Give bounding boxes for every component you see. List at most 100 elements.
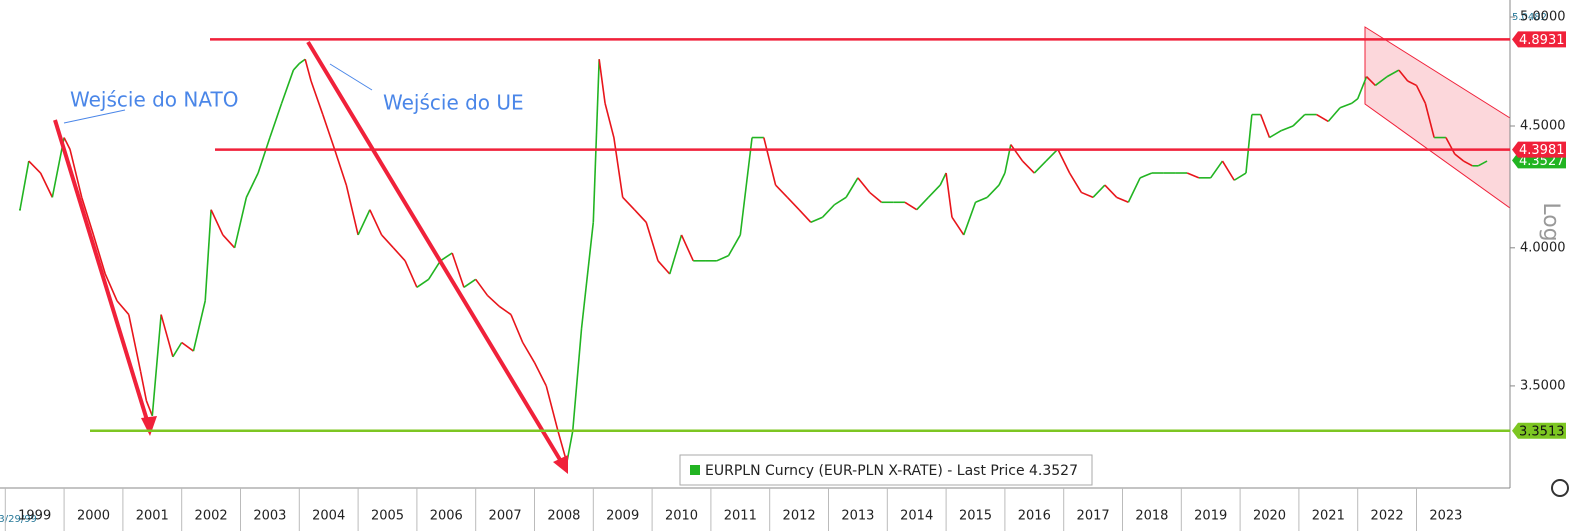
price-segment xyxy=(1339,102,1353,109)
y-tick-label: 4.5000 xyxy=(1520,118,1566,133)
price-segment xyxy=(1424,103,1435,138)
price-segment xyxy=(604,103,615,138)
price-segment xyxy=(986,184,1000,198)
price-segment xyxy=(39,172,54,198)
price-segment xyxy=(916,196,930,211)
settings-icon[interactable] xyxy=(1551,479,1569,497)
price-segment xyxy=(439,252,453,262)
price-segment xyxy=(1021,160,1035,174)
x-tick-label: 2017 xyxy=(1077,509,1110,524)
x-tick-label: 2019 xyxy=(1194,509,1227,524)
y-tick-label: 3.5000 xyxy=(1520,378,1566,393)
legend-swatch xyxy=(690,465,700,475)
price-segment xyxy=(1259,114,1271,138)
scale-label: Log xyxy=(1538,202,1563,241)
price-segment xyxy=(716,254,729,262)
price-segment xyxy=(498,305,512,316)
price-segment xyxy=(945,172,953,218)
x-tick-label: 2000 xyxy=(77,509,110,524)
price-segment xyxy=(69,149,83,198)
price-segment xyxy=(1057,148,1071,174)
price-segment xyxy=(1081,191,1094,199)
price-segment xyxy=(1210,160,1224,179)
x-tick-label: 2009 xyxy=(606,509,639,524)
level-tag-label: 3.3513 xyxy=(1519,424,1565,439)
price-segment xyxy=(1127,177,1141,203)
price-segment xyxy=(104,273,118,302)
price-segment xyxy=(1463,160,1473,167)
price-segment xyxy=(233,197,248,248)
price-segment xyxy=(172,342,183,358)
price-segment xyxy=(951,216,965,236)
price-segment xyxy=(1139,172,1153,179)
price-segment xyxy=(1045,148,1059,162)
price-segment xyxy=(1280,125,1294,132)
price-segment xyxy=(280,69,295,104)
price-segment xyxy=(522,342,536,363)
price-segment xyxy=(1269,129,1282,139)
price-segment xyxy=(80,197,95,236)
price-segment xyxy=(63,137,71,150)
price-segment xyxy=(857,177,871,193)
price-segment xyxy=(19,160,30,210)
price-segment xyxy=(181,341,194,352)
price-segment xyxy=(1386,69,1400,78)
level-tag xyxy=(1512,31,1566,48)
price-segment xyxy=(1374,75,1388,87)
x-tick-label: 2001 xyxy=(136,509,169,524)
price-segment xyxy=(1454,153,1465,162)
price-segment xyxy=(322,114,336,150)
price-segment xyxy=(369,209,383,236)
price-segment xyxy=(613,137,624,198)
plot-area xyxy=(18,58,1488,463)
price-segment xyxy=(1365,76,1376,86)
price-segment xyxy=(245,172,259,198)
price-segment xyxy=(1010,144,1024,162)
price-segment xyxy=(192,300,206,352)
price-segment xyxy=(1186,172,1200,179)
price-segment xyxy=(763,137,777,186)
price-segment xyxy=(28,160,42,174)
price-segment xyxy=(1327,107,1341,122)
x-tick-label: 2010 xyxy=(665,509,698,524)
price-segment xyxy=(533,362,547,387)
level-tag xyxy=(1512,141,1566,158)
price-segment xyxy=(92,234,107,275)
trend-arrow xyxy=(53,119,152,431)
x-tick-label: 2011 xyxy=(724,509,757,524)
annotation: Wejście do UE xyxy=(383,91,524,115)
legend: EURPLN Curncy (EUR-PLN X-RATE) - Last Pr… xyxy=(679,454,1093,486)
arrow-head xyxy=(553,455,568,474)
arrow-head xyxy=(141,416,157,436)
price-segment xyxy=(345,184,359,236)
x-tick-label: 2023 xyxy=(1429,509,1462,524)
price-segment xyxy=(1415,85,1427,104)
price-segment xyxy=(1316,113,1329,123)
price-segment xyxy=(571,328,583,432)
price-segment xyxy=(1092,184,1106,198)
x-tick-label: 2018 xyxy=(1135,509,1168,524)
x-tick-label: 2007 xyxy=(489,509,522,524)
price-segment xyxy=(210,209,224,236)
price-segment xyxy=(357,209,371,236)
price-segment xyxy=(116,300,130,316)
price-segment xyxy=(333,148,348,186)
price-segment xyxy=(1104,184,1118,198)
price-segment xyxy=(298,58,306,65)
price-segment xyxy=(222,234,236,249)
price-segment xyxy=(392,247,406,262)
price-segment xyxy=(927,184,941,198)
price-segment xyxy=(975,196,988,204)
price-segment xyxy=(451,252,465,288)
price-segment xyxy=(127,314,142,372)
x-tick-label: 2008 xyxy=(547,509,580,524)
price-segment xyxy=(869,191,882,203)
price-segment xyxy=(304,59,312,82)
price-segment xyxy=(1245,114,1253,174)
price-segment xyxy=(310,80,324,115)
price-segment xyxy=(645,222,659,262)
y-tick-label: 4.0000 xyxy=(1520,240,1566,255)
price-segment xyxy=(580,222,595,329)
price-segment xyxy=(798,209,812,223)
